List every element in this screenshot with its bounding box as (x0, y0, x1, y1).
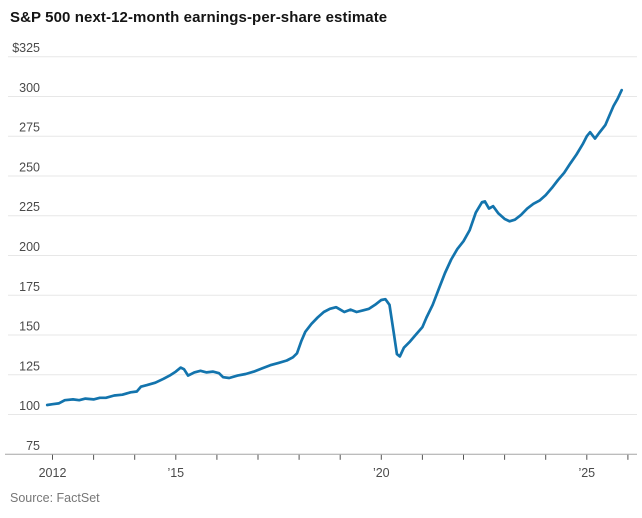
x-axis-tick-label: ’25 (578, 466, 595, 480)
x-axis-tick-label: ’20 (373, 466, 390, 480)
y-axis-tick-label: 100 (19, 399, 40, 413)
y-axis-tick-label: 75 (26, 439, 40, 453)
y-axis-tick-label: 300 (19, 81, 40, 95)
y-axis-tick-label: 175 (19, 280, 40, 294)
y-axis-tick-label: 225 (19, 200, 40, 214)
y-axis-tick-label: 125 (19, 359, 40, 373)
y-axis-tick-label: 250 (19, 160, 40, 174)
y-axis-tick-label: 200 (19, 240, 40, 254)
y-axis-tick-label: $325 (12, 41, 40, 55)
x-axis-tick-label: 2012 (39, 466, 67, 480)
y-axis-tick-label: 275 (19, 121, 40, 135)
x-axis-tick-label: ’15 (167, 466, 184, 480)
eps-line-series (45, 88, 624, 407)
y-axis-tick-label: 150 (19, 320, 40, 334)
source-note: Source: FactSet (10, 491, 100, 505)
chart-title: S&P 500 next-12-month earnings-per-share… (10, 9, 388, 26)
